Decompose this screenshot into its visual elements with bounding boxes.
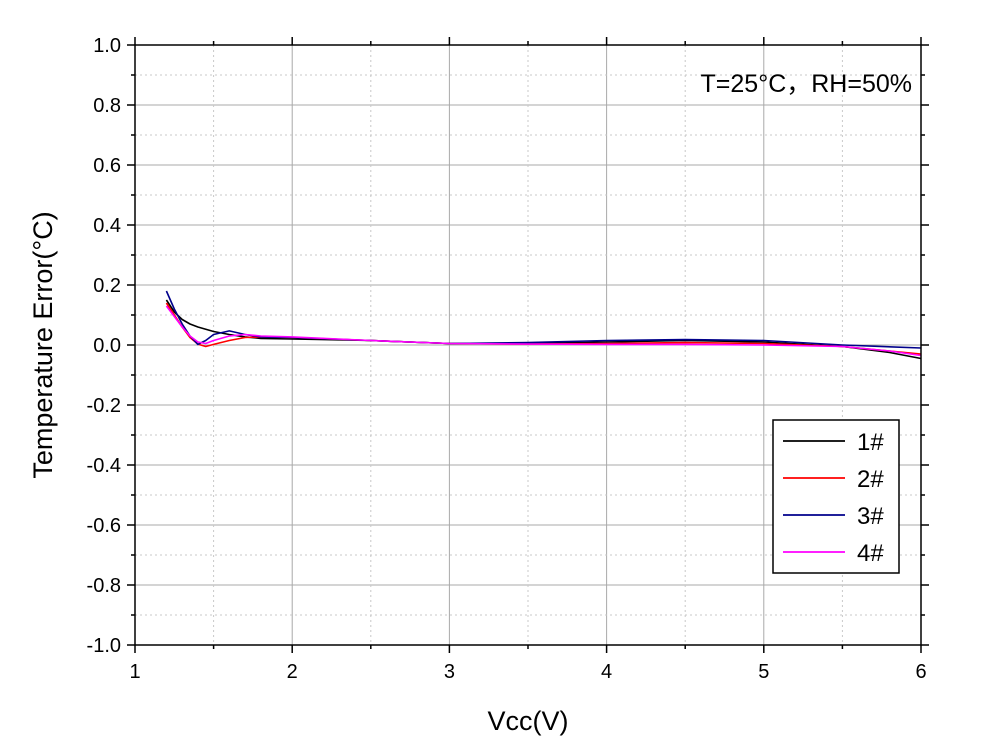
series-line-4 <box>165 305 922 357</box>
legend-box <box>772 419 900 574</box>
series-lines <box>165 290 922 360</box>
y-tick-label: -1.0 <box>87 635 121 657</box>
y-tick-label: 0.6 <box>93 155 121 177</box>
y-tick-label: -0.2 <box>87 395 121 417</box>
x-axis-title: Vcc(V) <box>488 706 569 736</box>
legend-label-2: 2# <box>857 466 884 493</box>
x-tick-label: 5 <box>758 661 769 683</box>
y-axis-title: Temperature Error(°C) <box>28 211 58 478</box>
axes: 1 2 3 4 5 6 1.0 0.8 0.6 0.4 0.2 0.0 -0.2 -0.4 -0.6 -0.8… <box>87 35 929 683</box>
legend-label-1: 1# <box>857 429 884 456</box>
legend: 1# 2# 3# 4# <box>772 419 900 574</box>
y-tick-label: 0.0 <box>93 335 121 357</box>
y-tick-label: 0.2 <box>93 275 121 297</box>
y-tick-label: -0.8 <box>87 575 121 597</box>
y-tick-label: 1.0 <box>93 35 121 57</box>
series-line-1 <box>165 299 922 360</box>
x-tick-label: 3 <box>444 661 455 683</box>
legend-label-3: 3# <box>857 503 884 530</box>
x-tick-label: 6 <box>915 661 926 683</box>
y-tick-label: -0.4 <box>87 455 121 477</box>
legend-label-4: 4# <box>857 540 884 567</box>
y-tick-label: 0.8 <box>93 95 121 117</box>
x-tick-label: 4 <box>601 661 612 683</box>
x-tick-label: 2 <box>287 661 298 683</box>
x-tick-label: 1 <box>129 661 140 683</box>
y-tick-label: 0.4 <box>93 215 121 237</box>
condition-annotation: T=25°C，RH=50% <box>701 70 912 98</box>
y-tick-label: -0.6 <box>87 515 121 537</box>
